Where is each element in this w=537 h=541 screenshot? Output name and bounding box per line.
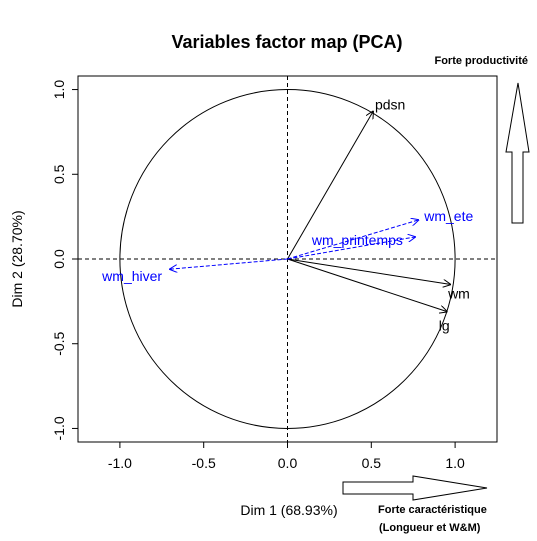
x-tick-label: 0.5 [362, 455, 382, 471]
arrow-right-shape [342, 475, 488, 501]
arrow-up-shape [505, 82, 530, 224]
y-tick-label: 0.0 [51, 249, 67, 269]
chart-title: Variables factor map (PCA) [171, 32, 402, 52]
x-tick-label: -0.5 [192, 455, 216, 471]
x-axis-label: Dim 1 (68.93%) [240, 502, 337, 518]
annotation-forte-productivite: Forte productivité [434, 55, 528, 67]
variable-arrow-wm-ete [287, 220, 419, 260]
variable-label-wm: wm [447, 285, 470, 301]
variable-arrow-wm-printemps [287, 237, 415, 260]
y-tick-label: 0.5 [51, 164, 67, 184]
x-tick-label: 0.0 [278, 455, 298, 471]
annotation-forte-caracteristique: Forte caractéristique [378, 504, 487, 516]
variable-label-wm-ete: wm_ete [423, 208, 473, 224]
variable-label-pdsn: pdsn [375, 97, 405, 113]
variable-arrow-pdsn [287, 112, 373, 260]
variable-label-lg: lg [439, 318, 450, 334]
x-tick-label: -1.0 [108, 455, 132, 471]
y-tick-label: -1.0 [51, 416, 67, 440]
y-axis-label: Dim 2 (28.70%) [9, 210, 25, 307]
annotation-longueur-wm: (Longueur et W&M) [379, 522, 481, 534]
x-tick-label: 1.0 [445, 455, 465, 471]
variable-label-wm-hiver: wm_hiver [101, 268, 162, 284]
variable-arrow-lg [287, 258, 447, 312]
y-tick-label: 1.0 [51, 80, 67, 100]
plot-layer: -1.0 -0.5 0.0 0.5 1.0 -1.0 -0.5 0.0 0.5 1.0 pdsn wm… [51, 76, 497, 471]
variable-arrow-wm-hiver [170, 258, 288, 269]
y-tick-label: -0.5 [51, 331, 67, 355]
variable-arrow-wm [287, 258, 451, 284]
variable-label-wm-printemps: wm_printemps [311, 232, 403, 248]
